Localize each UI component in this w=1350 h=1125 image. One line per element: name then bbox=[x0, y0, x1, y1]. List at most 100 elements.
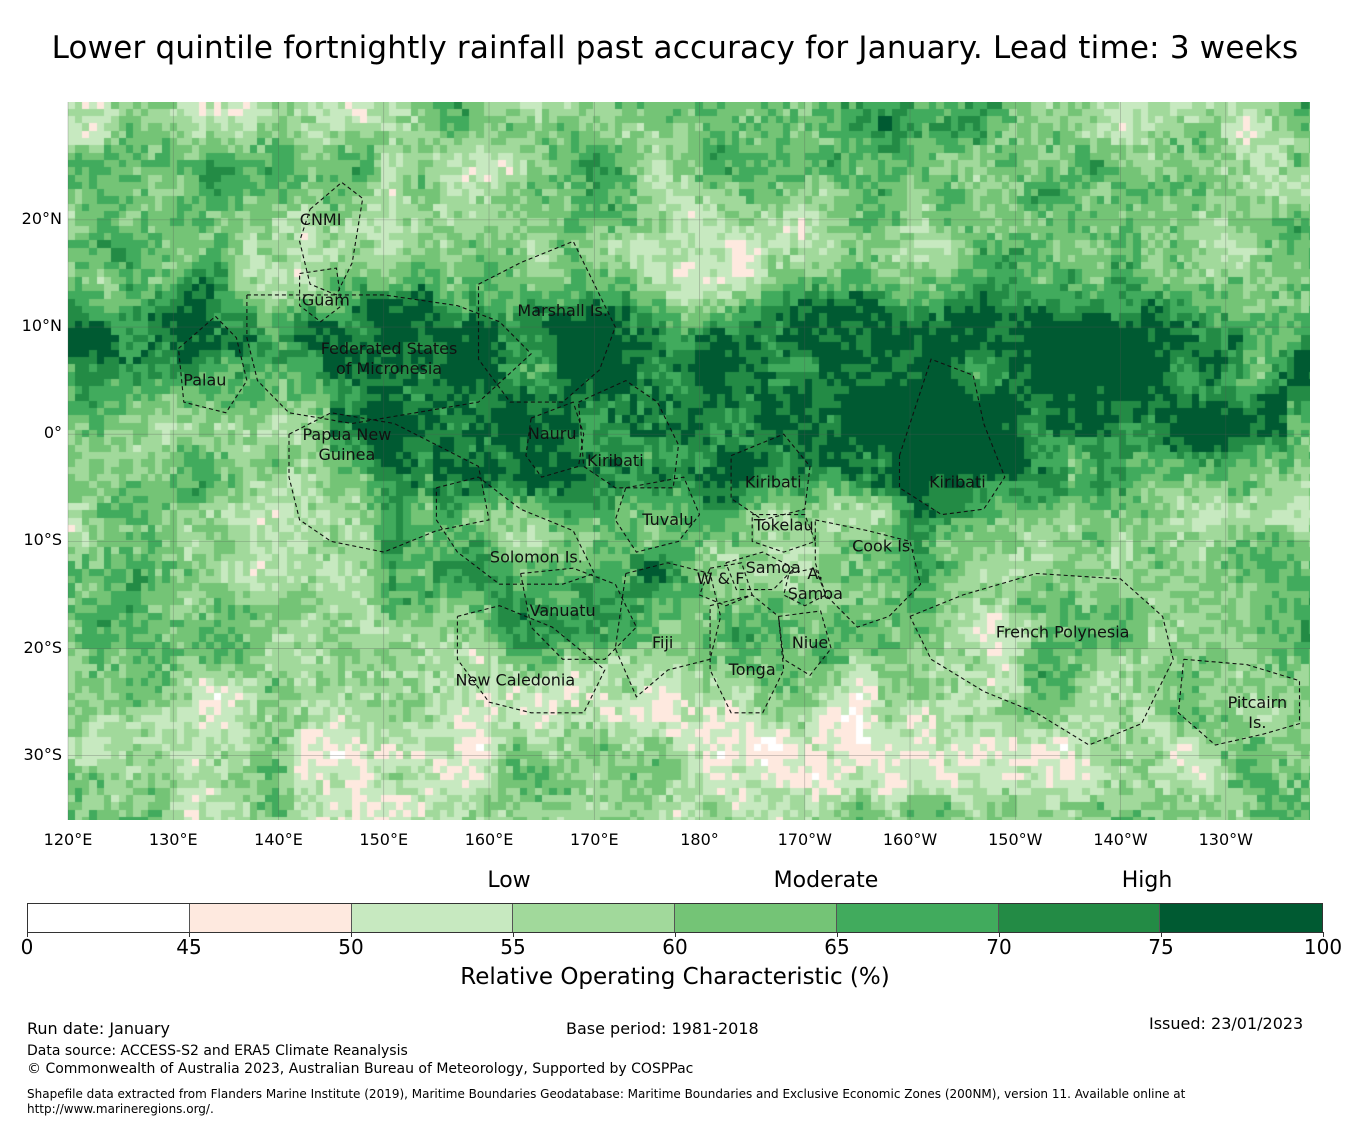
region-label[interactable]: A. Samoa bbox=[788, 564, 843, 603]
category-high: High bbox=[1121, 868, 1173, 893]
region-label[interactable]: Papua New Guinea bbox=[303, 425, 392, 464]
map-overlay: CNMI Guam Marshall Is. Federated States of M… bbox=[67, 102, 1310, 820]
region-label-line: Federated States bbox=[321, 339, 458, 358]
eez-boundary bbox=[299, 267, 343, 323]
region-label[interactable]: Nauru bbox=[528, 424, 577, 443]
region-label-line: Kiribati bbox=[745, 472, 802, 491]
region-label-line: Samoa bbox=[788, 584, 843, 603]
region-label[interactable]: Kiribati bbox=[587, 451, 644, 470]
region-label[interactable]: Marshall Is. bbox=[517, 301, 608, 320]
eez-boundary bbox=[477, 240, 616, 403]
region-label-line: Guinea bbox=[319, 445, 376, 464]
region-label-line: Vanuatu bbox=[530, 601, 596, 620]
lat-tick-label: 20°N bbox=[21, 208, 62, 228]
colorbar-tick-mark bbox=[675, 932, 676, 937]
shapefile-credit-line2: http://www.marineregions.org/. bbox=[27, 1102, 214, 1116]
region-label-line: Tokelau bbox=[753, 515, 814, 534]
region-label[interactable]: Fiji bbox=[652, 633, 673, 652]
region-label[interactable]: French Polynesia bbox=[996, 622, 1130, 641]
region-label[interactable]: Tonga bbox=[728, 660, 776, 679]
region-label-line: French Polynesia bbox=[996, 622, 1130, 641]
eez-boundary bbox=[614, 476, 701, 553]
region-label[interactable]: Solomon Is. bbox=[490, 547, 583, 566]
region-label-line: Niue bbox=[792, 633, 828, 652]
region-label-line: Kiribati bbox=[587, 451, 644, 470]
colorbar-tick-label: 100 bbox=[1303, 935, 1343, 959]
region-label[interactable]: Pitcairn Is. bbox=[1228, 693, 1288, 732]
colorbar-tick-mark bbox=[1323, 932, 1324, 937]
region-label[interactable]: Tokelau bbox=[753, 515, 814, 534]
shapefile-credit: Shapefile data extracted from Flanders M… bbox=[27, 1087, 1277, 1117]
eez-boundary bbox=[525, 401, 585, 478]
region-label-line: A. bbox=[807, 564, 823, 583]
colorbar-tick-mark bbox=[999, 932, 1000, 937]
eez-boundary bbox=[898, 358, 1006, 516]
colorbar bbox=[27, 903, 1323, 933]
map-panel[interactable]: CNMI Guam Marshall Is. Federated States of M… bbox=[67, 102, 1310, 820]
region-label[interactable]: Guam bbox=[302, 290, 350, 309]
region-label[interactable]: Tuvalu bbox=[641, 510, 693, 529]
chart-title: Lower quintile fortnightly rainfall past… bbox=[51, 30, 1299, 66]
colorbar-tick-mark bbox=[351, 932, 352, 937]
lat-tick-label: 20°S bbox=[23, 637, 62, 657]
region-label[interactable]: Palau bbox=[183, 371, 226, 390]
colorbar-tick-mark bbox=[1161, 932, 1162, 937]
region-label[interactable]: New Caledonia bbox=[456, 671, 576, 690]
lon-tick-label: 140°W bbox=[1093, 830, 1148, 849]
run-date: Run date: January bbox=[27, 1019, 170, 1038]
copyright: © Commonwealth of Australia 2023, Austra… bbox=[27, 1061, 694, 1077]
lon-tick-label: 160°W bbox=[882, 830, 938, 849]
colorbar-tick-mark bbox=[27, 932, 28, 937]
eez-boundary bbox=[709, 594, 785, 714]
eez-boundary bbox=[730, 433, 811, 521]
region-label-line: of Micronesia bbox=[336, 359, 442, 378]
lat-tick-label: 10°N bbox=[21, 316, 62, 336]
region-label[interactable]: Samoa bbox=[746, 558, 801, 577]
colorbar-tick-label: 55 bbox=[500, 935, 526, 959]
lon-tick-label: 130°E bbox=[148, 830, 198, 849]
eez-boundary bbox=[246, 294, 532, 425]
region-labels: CNMI Guam Marshall Is. Federated States of M… bbox=[183, 210, 1287, 732]
lat-tick-label: 30°S bbox=[23, 744, 62, 764]
region-label-line: Papua New bbox=[303, 425, 392, 444]
colorbar-tick-label: 65 bbox=[824, 935, 850, 959]
region-label-line: Nauru bbox=[528, 424, 577, 443]
colorbar-segment bbox=[513, 904, 675, 932]
region-label[interactable]: Vanuatu bbox=[530, 601, 596, 620]
colorbar-segment bbox=[675, 904, 837, 932]
region-label-line: Fiji bbox=[652, 633, 673, 652]
region-label[interactable]: W & F bbox=[697, 569, 745, 588]
lon-tick-label: 120°E bbox=[43, 830, 93, 849]
region-label[interactable]: Kiribati bbox=[929, 472, 986, 491]
region-label[interactable]: CNMI bbox=[300, 210, 342, 229]
region-label-line: Guam bbox=[302, 290, 350, 309]
lon-tick-label: 130°W bbox=[1198, 830, 1253, 849]
lat-tick-label: 10°S bbox=[23, 530, 62, 550]
colorbar-segment bbox=[189, 904, 352, 932]
region-label[interactable]: Cook Is. bbox=[852, 537, 915, 556]
graticule bbox=[67, 102, 1310, 820]
eez-boundary bbox=[698, 562, 753, 607]
region-label-line: Solomon Is. bbox=[490, 547, 583, 566]
region-label-line: Pitcairn bbox=[1228, 693, 1288, 712]
colorbar-segment bbox=[351, 904, 514, 932]
colorbar-tick-label: 50 bbox=[338, 935, 364, 959]
region-label[interactable]: Niue bbox=[792, 633, 828, 652]
region-label-line: Palau bbox=[183, 371, 226, 390]
region-label-line: Kiribati bbox=[929, 472, 986, 491]
lon-tick-label: 150°W bbox=[988, 830, 1043, 849]
category-low: Low bbox=[487, 868, 531, 893]
category-moderate: Moderate bbox=[773, 868, 879, 893]
colorbar-tick-label: 75 bbox=[1148, 935, 1174, 959]
eez-boundary bbox=[177, 315, 248, 414]
eez-boundary bbox=[814, 519, 922, 628]
colorbar-tick-mark bbox=[513, 932, 514, 937]
lon-tick-label: 170°E bbox=[569, 830, 619, 849]
colorbar-tick-label: 0 bbox=[20, 935, 34, 959]
region-label-line: Tuvalu bbox=[641, 510, 693, 529]
eez-boundary bbox=[777, 610, 832, 677]
region-label[interactable]: Federated States of Micronesia bbox=[321, 339, 458, 378]
base-period: Base period: 1981-2018 bbox=[566, 1019, 759, 1038]
lon-tick-label: 150°E bbox=[359, 830, 409, 849]
region-label[interactable]: Kiribati bbox=[745, 472, 802, 491]
